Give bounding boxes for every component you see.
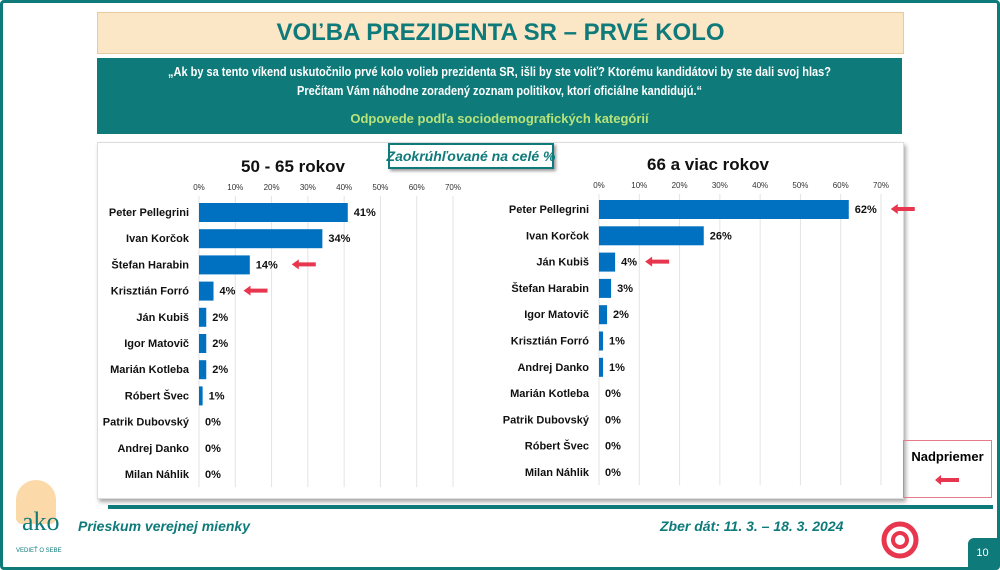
bar [199, 334, 207, 353]
footer-divider [108, 505, 993, 509]
data-label: 1% [609, 362, 625, 374]
question-box: „Ak by sa tento víkend uskutočnilo prvé … [97, 58, 902, 134]
category-label: Štefan Harabin [511, 282, 589, 295]
category-label: Krisztián Forró [111, 286, 190, 298]
footer-right: Zber dát: 11. 3. – 18. 3. 2024 [660, 518, 844, 534]
x-tick-label: 60% [833, 181, 849, 190]
data-label: 0% [205, 469, 221, 481]
data-label: 0% [205, 417, 221, 429]
x-tick-label: 40% [752, 181, 768, 190]
data-label: 4% [621, 257, 637, 269]
category-label: Patrik Dubovský [503, 414, 590, 426]
data-label: 0% [605, 467, 621, 479]
category-label: Štefan Harabin [111, 258, 189, 271]
bar [199, 203, 348, 222]
data-label: 4% [220, 286, 236, 298]
category-label: Peter Pellegrini [109, 207, 189, 219]
data-label: 3% [617, 283, 633, 295]
rounding-note: Zaokrúhľované na celé % [387, 143, 555, 169]
category-label: Andrej Danko [517, 362, 589, 374]
bar [599, 278, 612, 298]
above-average-arrow [243, 285, 268, 296]
x-tick-label: 30% [300, 183, 316, 192]
category-label: Krisztián Forró [511, 336, 590, 348]
legend-label: Nadpriemer [911, 449, 984, 464]
data-label: 0% [605, 441, 621, 453]
category-label: Patrik Dubovský [103, 417, 190, 429]
bar [599, 305, 608, 325]
slide-title: VOĽBA PREZIDENTA SR – PRVÉ KOLO [97, 12, 904, 54]
ako-logo: ako VEDIEŤ O SEBE [12, 480, 72, 564]
data-label: 2% [212, 338, 228, 350]
data-label: 41% [354, 207, 376, 219]
x-tick-label: 20% [672, 181, 688, 190]
bar [599, 226, 704, 246]
x-tick-label: 70% [873, 181, 889, 190]
data-label: 26% [710, 230, 732, 242]
category-label: Igor Matovič [124, 338, 189, 350]
x-tick-label: 30% [712, 181, 728, 190]
category-label: Peter Pellegrini [509, 204, 589, 216]
data-label: 0% [205, 443, 221, 455]
bar [199, 255, 250, 275]
data-label: 2% [212, 312, 228, 324]
category-label: Róbert Švec [125, 389, 189, 402]
bar [199, 281, 214, 301]
category-label: Marián Kotleba [110, 364, 190, 376]
footer-left: Prieskum verejnej mienky [78, 518, 250, 534]
category-label: Marián Kotleba [510, 388, 590, 400]
data-label: 0% [605, 388, 621, 400]
bar [599, 252, 616, 272]
x-tick-label: 20% [264, 183, 280, 192]
data-label: 34% [328, 233, 350, 245]
bar [199, 307, 207, 327]
category-label: Ján Kubiš [136, 312, 189, 324]
x-tick-label: 50% [792, 181, 808, 190]
category-label: Andrej Danko [117, 443, 189, 455]
question-line-2: Prečítam Vám náhodne zoradený zoznam pol… [296, 84, 703, 98]
bar [199, 386, 203, 406]
data-label: 2% [613, 309, 629, 321]
data-label: 62% [855, 204, 877, 216]
data-label: 2% [212, 364, 228, 376]
bar [199, 229, 323, 249]
legend-arrow-icon [934, 475, 959, 485]
category-label: Róbert Švec [525, 440, 589, 453]
x-tick-label: 0% [593, 181, 605, 190]
above-average-arrow [645, 256, 670, 267]
bar [599, 200, 849, 219]
bar [199, 360, 207, 380]
x-tick-label: 50% [372, 183, 388, 192]
spiral-logo-icon [881, 521, 919, 559]
above-average-arrow [291, 259, 316, 270]
chart-title-right: 66 a viac rokov [647, 155, 769, 174]
category-label: Milan Náhlik [525, 467, 590, 479]
data-label: 0% [605, 414, 621, 426]
page-number: 10 [968, 538, 997, 567]
category-label: Ján Kubiš [536, 257, 589, 269]
legend: Nadpriemer [903, 440, 992, 498]
chart-title-left: 50 - 65 rokov [241, 157, 345, 176]
x-tick-label: 10% [227, 183, 243, 192]
x-tick-label: 0% [193, 183, 205, 192]
bar [599, 357, 604, 377]
category-label: Ivan Korčok [526, 230, 590, 242]
x-tick-label: 10% [631, 181, 647, 190]
above-average-arrow [890, 204, 915, 214]
bar [599, 331, 604, 351]
category-label: Ivan Korčok [126, 233, 190, 245]
subtitle: Odpovede podľa sociodemografických kateg… [350, 111, 649, 126]
data-label: 1% [609, 336, 625, 348]
question-line-1: „Ak by sa tento víkend uskutočnilo prvé … [168, 65, 831, 79]
x-tick-label: 70% [445, 183, 461, 192]
x-tick-label: 60% [409, 183, 425, 192]
x-tick-label: 40% [336, 183, 352, 192]
category-label: Milan Náhlik [125, 469, 190, 481]
data-label: 14% [256, 259, 278, 271]
category-label: Igor Matovič [524, 309, 589, 321]
data-label: 1% [209, 390, 225, 402]
